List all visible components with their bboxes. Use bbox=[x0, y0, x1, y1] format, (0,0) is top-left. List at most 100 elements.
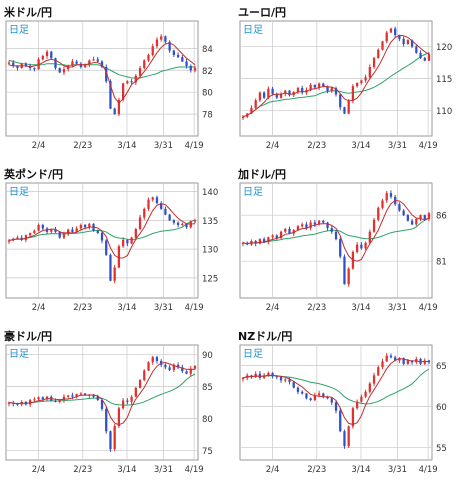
candle-body bbox=[126, 239, 129, 244]
candle-body bbox=[96, 59, 99, 62]
candle-body bbox=[16, 403, 19, 405]
candle-body bbox=[339, 410, 342, 432]
candle-body bbox=[284, 90, 287, 94]
candle-body bbox=[288, 379, 291, 382]
candle-body bbox=[254, 100, 257, 108]
candle-body bbox=[368, 231, 371, 243]
candle-body bbox=[16, 65, 19, 69]
candle-body bbox=[176, 54, 180, 58]
y-tick-label: 130 bbox=[202, 246, 218, 256]
x-tick-label: 3/31 bbox=[388, 465, 407, 475]
y-tick-label: 140 bbox=[202, 188, 218, 198]
candle-body bbox=[189, 368, 192, 374]
candle-body bbox=[389, 355, 393, 358]
candle-body bbox=[58, 399, 61, 402]
short-ma-line bbox=[242, 34, 430, 118]
candle-body bbox=[296, 387, 300, 392]
candle-body bbox=[372, 375, 376, 384]
candle-body bbox=[100, 233, 104, 241]
candle-body bbox=[181, 223, 184, 225]
candle-body bbox=[16, 237, 19, 239]
candle-body bbox=[155, 357, 159, 361]
candle-body bbox=[134, 75, 137, 83]
candle-body bbox=[117, 246, 121, 268]
candle-body bbox=[28, 233, 32, 236]
candle-body bbox=[96, 396, 99, 400]
candle-body bbox=[317, 220, 321, 225]
candle-body bbox=[343, 431, 346, 447]
candle-body bbox=[415, 46, 418, 53]
candle-body bbox=[92, 59, 95, 61]
candle-body bbox=[279, 377, 283, 381]
chart-panel[interactable]: 加ドル/円 81 86 2/4 2/23 3/14 3/31 4/19 日足 bbox=[236, 166, 464, 322]
candle-body bbox=[339, 239, 342, 257]
y-tick-label: 85 bbox=[202, 383, 213, 393]
candlestick-chart: 110 115 120 2/4 2/23 3/14 3/31 4/19 日足 bbox=[239, 20, 452, 151]
candle-body bbox=[275, 93, 278, 98]
candle-body bbox=[109, 254, 112, 281]
candle-body bbox=[172, 364, 176, 370]
candle-body bbox=[50, 51, 53, 59]
candle-body bbox=[113, 108, 116, 115]
period-label: 日足 bbox=[9, 24, 29, 36]
candle-body bbox=[164, 364, 167, 368]
x-tick-label: 2/4 bbox=[32, 465, 46, 475]
short-ma-line bbox=[8, 42, 196, 104]
chart-panel[interactable]: 豪ドル/円 75 80 85 90 2/4 2/23 3/14 3/31 4/19 日足 bbox=[2, 328, 230, 484]
candle-body bbox=[385, 193, 388, 201]
candle-body bbox=[83, 224, 87, 228]
x-tick-label: 3/31 bbox=[388, 303, 407, 313]
candle-body bbox=[62, 69, 66, 73]
candle-body bbox=[151, 197, 154, 200]
candle-body bbox=[62, 234, 66, 238]
candlestick-chart: 55 60 65 2/4 2/23 3/14 3/31 4/19 日足 bbox=[239, 344, 447, 475]
candle-body bbox=[427, 213, 431, 219]
candle-body bbox=[322, 393, 325, 397]
candle-body bbox=[250, 107, 253, 114]
candle-body bbox=[71, 395, 74, 397]
candle-body bbox=[271, 88, 274, 94]
candlestick-chart: 75 80 85 90 2/4 2/23 3/14 3/31 4/19 日足 bbox=[5, 344, 213, 475]
chart-panel[interactable]: NZドル/円 55 60 65 2/4 2/23 3/14 3/31 4/19 日足 bbox=[236, 328, 464, 484]
short-ma-line bbox=[8, 361, 196, 426]
candle-body bbox=[193, 220, 197, 222]
x-tick-label: 4/19 bbox=[185, 465, 204, 475]
candle-body bbox=[334, 231, 338, 240]
candle-body bbox=[368, 383, 371, 392]
candle-body bbox=[402, 358, 405, 364]
candle-body bbox=[143, 208, 146, 218]
x-tick-label: 2/23 bbox=[307, 465, 326, 475]
candle-body bbox=[143, 60, 146, 69]
candle-body bbox=[343, 256, 346, 285]
candle-body bbox=[54, 229, 57, 232]
chart-title: 英ポンド/円 bbox=[4, 168, 64, 181]
candle-body bbox=[326, 396, 329, 399]
candle-body bbox=[389, 193, 393, 197]
x-tick-label: 3/14 bbox=[351, 465, 370, 475]
candle-body bbox=[54, 400, 57, 402]
candle-body bbox=[394, 357, 397, 361]
candle-body bbox=[181, 367, 184, 372]
candle-body bbox=[79, 63, 83, 67]
x-tick-label: 2/4 bbox=[32, 303, 46, 313]
chart-panel[interactable]: ユーロ/円 110 115 120 2/4 2/23 3/14 3/31 4/19 日足 bbox=[236, 4, 464, 160]
candle-body bbox=[419, 52, 422, 59]
candle-body bbox=[121, 400, 125, 409]
short-ma-line bbox=[8, 203, 196, 259]
candle-body bbox=[423, 215, 426, 219]
x-tick-label: 4/19 bbox=[419, 141, 438, 151]
period-label: 日足 bbox=[243, 348, 263, 360]
candle-body bbox=[398, 358, 401, 361]
candle-body bbox=[355, 82, 359, 87]
short-ma-line bbox=[242, 358, 430, 426]
candle-body bbox=[377, 49, 380, 59]
candle-body bbox=[309, 84, 312, 90]
candle-body bbox=[415, 218, 418, 225]
candle-body bbox=[121, 83, 125, 100]
chart-title: NZドル/円 bbox=[238, 330, 293, 343]
chart-panel[interactable]: 英ポンド/円 125 130 135 140 2/4 2/23 3/14 3/31 4/19 日足 bbox=[2, 166, 230, 322]
chart-panel[interactable]: 米ドル/円 78 80 82 84 2/4 2/23 3/14 3/31 4/19 日足 bbox=[2, 4, 230, 160]
candle-body bbox=[322, 220, 325, 223]
x-tick-label: 3/14 bbox=[351, 141, 370, 151]
y-tick-label: 82 bbox=[202, 67, 213, 77]
